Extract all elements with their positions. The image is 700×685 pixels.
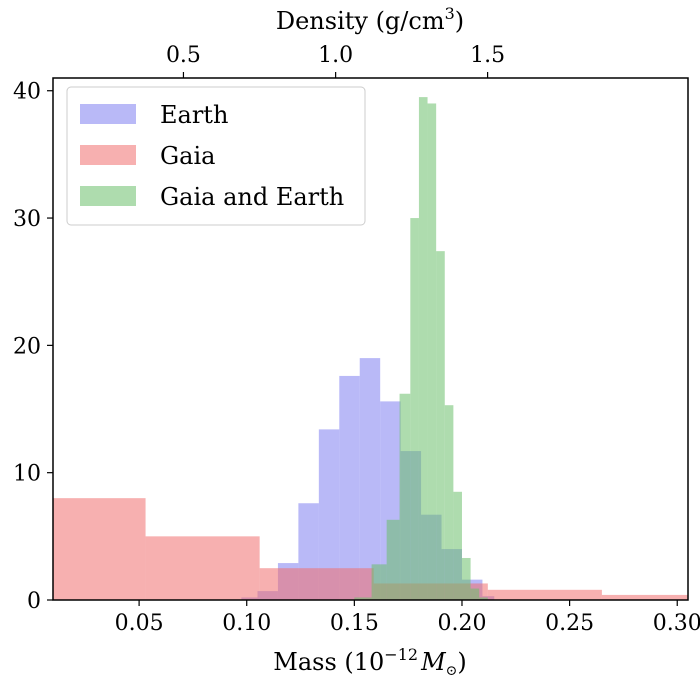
y-tick-label: 30: [13, 207, 41, 232]
bar-gaia-and-earth-5: [418, 97, 428, 600]
bar-gaia-and-earth-4: [410, 218, 419, 601]
x-axis-title: Mass (10−12 M⊙): [273, 645, 467, 679]
x-tick-label: 0.05: [115, 611, 164, 636]
bar-gaia-and-earth-9: [453, 491, 462, 600]
legend-swatch-earth: [80, 104, 136, 124]
bar-gaia-and-earth-0: [354, 597, 372, 600]
x-tick-label: 0.20: [437, 611, 486, 636]
x-tick-label: 0.15: [330, 611, 379, 636]
y-tick-label: 20: [13, 334, 41, 359]
bar-gaia-and-earth-7: [436, 251, 445, 600]
bar-gaia-and-earth-3: [399, 393, 411, 600]
legend-swatch-gaia-and-earth: [80, 186, 136, 206]
bar-gaia-5: [601, 594, 688, 600]
x-axis-title-exponent: −12: [384, 645, 418, 664]
legend-label-earth: Earth: [160, 101, 228, 129]
bar-earth-4: [318, 429, 340, 600]
y-tick-label: 0: [27, 589, 41, 614]
x-axis-title-sun-symbol: ⊙: [446, 663, 458, 679]
legend-swatch-gaia: [80, 145, 136, 165]
x2-axis-title-main: Density (g/cm: [276, 7, 445, 35]
histogram-bars: [53, 97, 688, 601]
x2-axis-title: Density (g/cm3): [276, 4, 464, 35]
plot-frame: [52, 77, 689, 601]
series-gaia: [53, 498, 688, 600]
bar-gaia-0: [53, 498, 146, 600]
bar-gaia-and-earth-1: [371, 564, 387, 600]
bar-earth-5: [339, 375, 360, 600]
bottom-x-axis: 0.05 0.10 0.15 0.20 0.25 0.30: [115, 600, 700, 636]
x-axis-title-main: Mass (10: [273, 648, 384, 676]
legend-label-gaia: Gaia: [160, 142, 215, 170]
bar-gaia-and-earth-8: [444, 405, 454, 600]
y-tick-label: 10: [13, 462, 41, 487]
x2-tick-label: 1.5: [470, 43, 505, 68]
bar-gaia-and-earth-11: [470, 588, 480, 600]
top-density-axis: 0.5 1.0 1.5: [166, 43, 505, 78]
x2-axis-title-exponent: 3: [445, 4, 455, 23]
x2-axis-title-close: ): [455, 7, 464, 35]
legend-label-gaia-and-earth: Gaia and Earth: [160, 183, 344, 211]
bar-gaia-and-earth-2: [386, 519, 400, 600]
x-tick-label: 0.10: [222, 611, 271, 636]
x2-tick-label: 1.0: [318, 43, 353, 68]
left-y-axis: 0 10 20 30 40: [13, 80, 53, 614]
x-tick-label: 0.30: [653, 611, 700, 636]
series-gaia-and-earth: [354, 97, 488, 601]
x-tick-label: 0.25: [545, 611, 594, 636]
bar-gaia-and-earth-12: [479, 597, 488, 600]
x-axis-title-mass-symbol: M: [420, 648, 447, 676]
bar-earth-6: [359, 358, 381, 600]
legend-box: [66, 86, 366, 226]
x2-tick-label: 0.5: [166, 43, 201, 68]
legend: Earth Gaia Gaia and Earth: [66, 86, 366, 226]
y-tick-label: 40: [13, 80, 41, 105]
bar-gaia-and-earth-6: [427, 103, 437, 601]
bar-gaia-2: [259, 568, 374, 600]
bar-gaia-1: [145, 536, 260, 600]
x-axis-title-close: ): [457, 648, 466, 676]
bar-gaia-and-earth-10: [461, 557, 471, 600]
bar-gaia-4: [487, 589, 602, 600]
